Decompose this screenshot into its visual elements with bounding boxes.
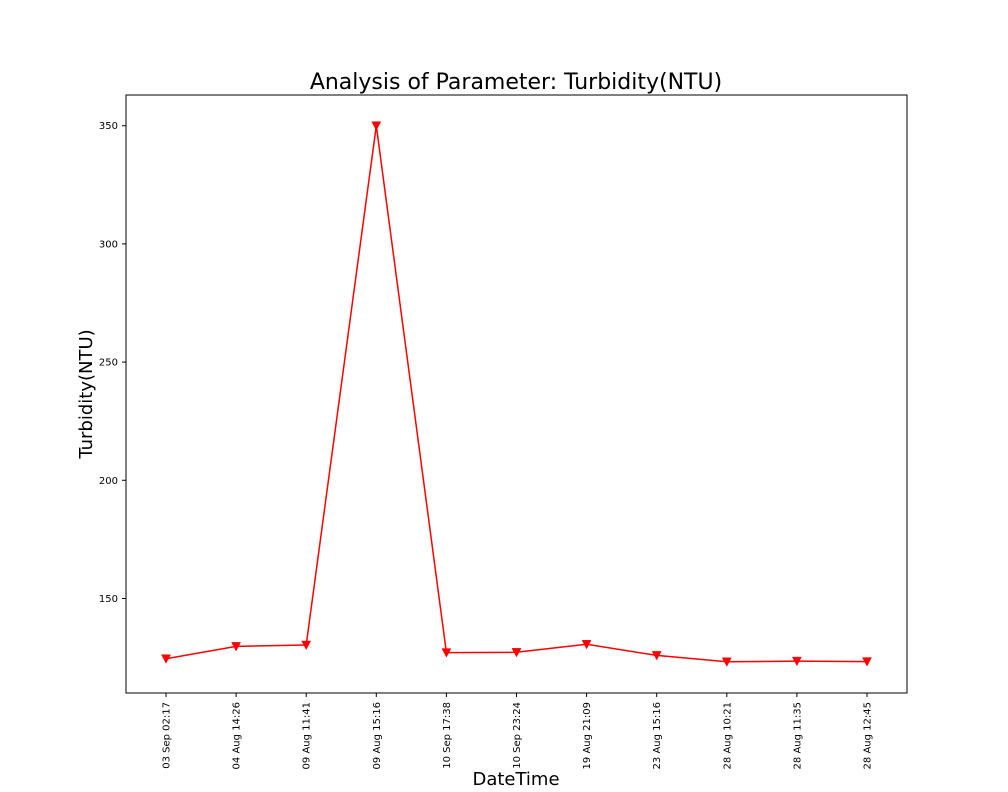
data-point-marker [862, 657, 872, 667]
data-point-marker [511, 648, 522, 658]
data-point-marker [161, 654, 171, 664]
x-axis: 03 Sep 02:17 04 Aug 14:26 09 Aug 11:41 09 A… [162, 693, 874, 769]
x-tick-label: 09 Aug 15:16 [372, 702, 383, 769]
y-tick-label: 300 [99, 239, 118, 250]
x-tick-label: 28 Aug 12:45 [863, 702, 874, 769]
data-point-marker [791, 656, 802, 667]
x-tick-label: 28 Aug 10:21 [722, 702, 733, 769]
y-tick-label: 250 [99, 358, 118, 369]
x-tick-label: 10 Sep 23:24 [512, 702, 523, 769]
y-axis-label: Turbidity(NTU) [76, 329, 97, 459]
y-tick-label: 350 [99, 121, 118, 132]
series-group [161, 121, 872, 667]
chart-title: Analysis of Parameter: Turbidity(NTU) [310, 70, 722, 95]
data-point-marker [441, 648, 452, 658]
x-tick-label: 28 Aug 11:35 [792, 702, 803, 769]
x-tick-label: 03 Sep 02:17 [162, 702, 173, 769]
data-point-marker [581, 640, 592, 650]
plot-area [125, 94, 908, 694]
data-point-marker [231, 642, 242, 652]
data-point-marker [721, 657, 732, 667]
data-point-marker [371, 121, 382, 131]
x-tick-label: 19 Aug 21:09 [582, 702, 593, 769]
x-axis-label: DateTime [472, 769, 559, 790]
x-tick-label: 09 Aug 11:41 [302, 702, 313, 769]
y-tick-label: 200 [99, 476, 118, 487]
y-tick-label: 150 [99, 594, 118, 605]
data-point-marker [651, 651, 662, 661]
x-tick-label: 10 Sep 17:38 [442, 702, 453, 769]
data-point-marker [301, 640, 312, 651]
y-axis: 150 200 250 300 350 [99, 121, 126, 605]
x-tick-label: 23 Aug 15:16 [652, 702, 663, 769]
x-tick-label: 04 Aug 14:26 [232, 702, 243, 769]
